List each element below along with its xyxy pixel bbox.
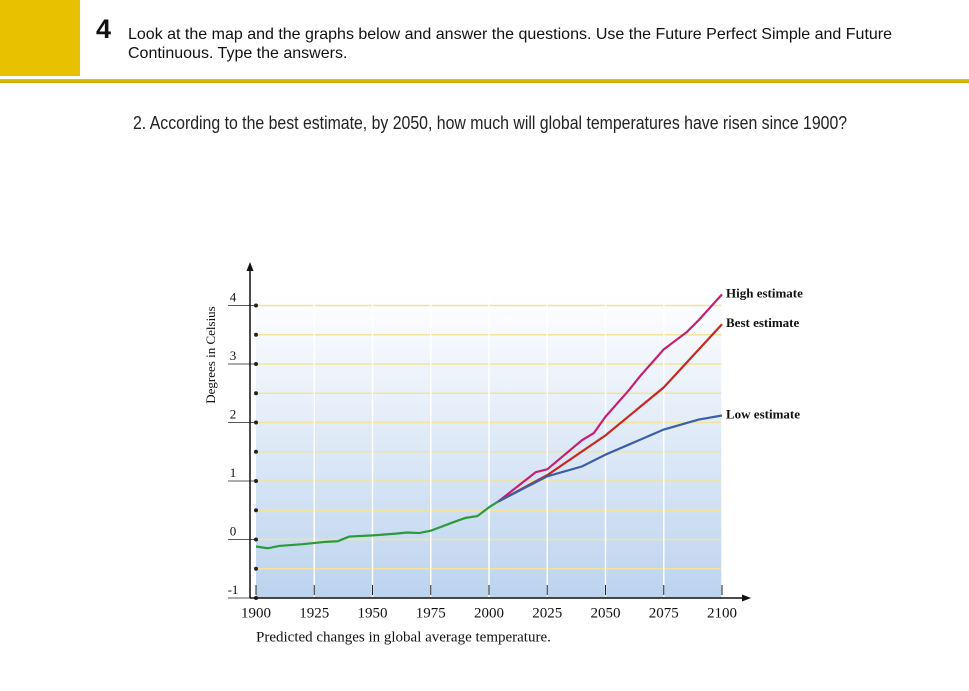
- y-minor-tick: [254, 566, 258, 571]
- y-tick-label: 0: [230, 523, 237, 538]
- y-tick-label: -1: [228, 582, 239, 597]
- y-minor-tick: [254, 391, 258, 396]
- y-tick-label: 2: [230, 406, 237, 421]
- y-minor-tick: [254, 508, 258, 513]
- number-box: [0, 0, 80, 76]
- y-tick-dot: [254, 537, 258, 542]
- y-minor-tick: [254, 449, 258, 454]
- y-tick-dot: [254, 362, 258, 366]
- y-minor-tick: [254, 332, 258, 337]
- x-tick-label: 2100: [707, 605, 737, 621]
- x-tick-label: 1975: [416, 605, 446, 621]
- header-rule: [0, 79, 969, 83]
- series-label: Best estimate: [726, 315, 800, 330]
- y-axis-arrow: [246, 262, 254, 271]
- x-tick-label: 2025: [532, 605, 562, 621]
- instruction: Look at the map and the graphs below and…: [128, 26, 893, 62]
- x-tick-label: 2000: [474, 605, 504, 621]
- x-axis-label: Predicted changes in global average temp…: [256, 629, 551, 645]
- y-tick-label: 3: [230, 348, 237, 363]
- x-tick-label: 1950: [358, 605, 388, 621]
- x-tick-label: 2075: [649, 605, 679, 621]
- series-line: [497, 293, 723, 503]
- question: 2. According to the best estimate, by 20…: [133, 113, 848, 133]
- y-axis-label: Degrees in Celsius: [203, 306, 218, 403]
- x-axis-arrow: [742, 594, 751, 602]
- series-line: [255, 500, 499, 550]
- x-tick-label: 1900: [241, 605, 271, 621]
- x-tick-label: 1925: [299, 605, 329, 621]
- exercise-number: 4: [96, 14, 112, 44]
- y-tick-dot: [254, 479, 258, 483]
- y-tick-dot: [254, 303, 258, 308]
- y-tick-dot: [254, 420, 258, 425]
- y-tick-label: 1: [230, 465, 237, 480]
- x-tick-label: 2050: [591, 605, 621, 621]
- series-label: High estimate: [726, 285, 803, 300]
- series-line: [497, 414, 723, 503]
- series-label: Low estimate: [726, 406, 800, 421]
- y-tick-label: 4: [230, 289, 237, 304]
